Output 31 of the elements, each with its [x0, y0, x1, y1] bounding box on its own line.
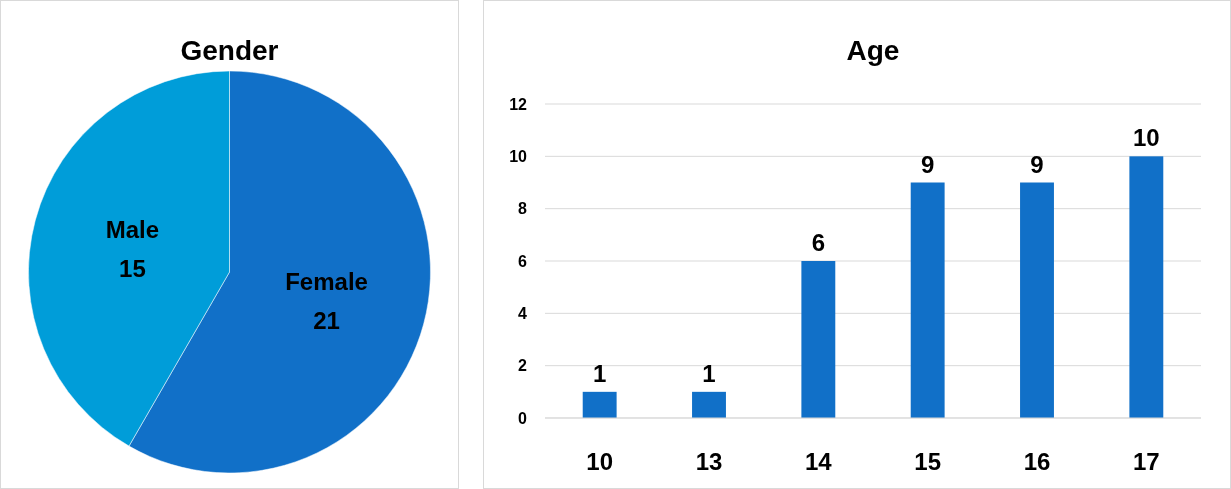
data-label: 6: [811, 229, 826, 256]
bar: [692, 391, 726, 418]
bar: [910, 182, 945, 418]
x-tick-label: 16: [1023, 448, 1051, 475]
y-tick-label: 8: [518, 200, 528, 218]
y-tick-label: 0: [518, 409, 528, 427]
y-tick-label: 6: [518, 252, 528, 270]
slice-label: Male: [105, 215, 160, 243]
bar: [582, 391, 617, 418]
chart-title: Age: [846, 35, 900, 66]
chart-title: Gender: [180, 35, 279, 66]
x-tick-label: 14: [804, 448, 833, 475]
bar: [801, 261, 836, 418]
x-tick-label: 10: [586, 448, 614, 475]
data-label: 1: [592, 359, 607, 387]
y-tick-label: 4: [518, 304, 528, 322]
y-tick-label: 2: [518, 357, 528, 375]
data-label: 1: [702, 359, 716, 387]
slice-label: Female: [285, 268, 368, 296]
bar: [1129, 156, 1164, 418]
data-label: 10: [1132, 124, 1160, 152]
bar: [1020, 182, 1054, 418]
data-label: 9: [1030, 150, 1044, 178]
data-label: 9: [920, 150, 935, 178]
x-tick-label: 13: [695, 448, 723, 475]
data-label: 21: [313, 307, 340, 335]
data-label: 15: [119, 254, 146, 282]
x-tick-label: 17: [1132, 448, 1160, 475]
y-tick-label: 10: [509, 147, 528, 165]
y-tick-label: 12: [509, 95, 528, 113]
x-tick-label: 15: [914, 448, 942, 475]
